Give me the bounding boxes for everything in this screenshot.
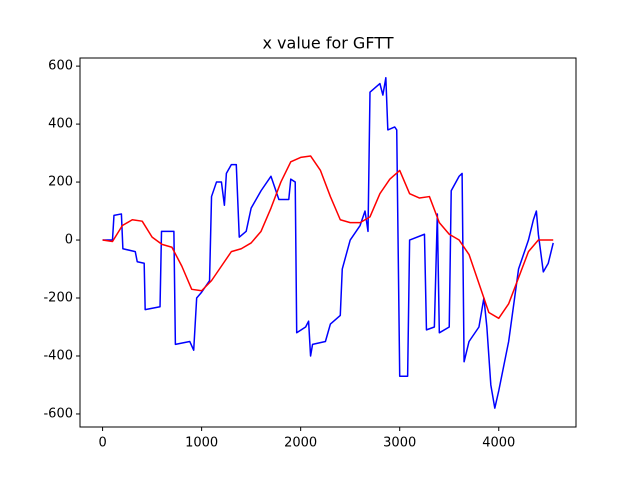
plot-area	[102, 76, 554, 409]
y-tick-label: -400	[43, 348, 73, 363]
y-tick-label: 200	[48, 175, 73, 190]
y-tick-label: 400	[48, 117, 73, 132]
axes-frame	[79, 57, 577, 428]
y-tick-label: 0	[65, 233, 73, 248]
series-line	[102, 155, 554, 320]
chart-title: x value for GFTT	[262, 34, 393, 53]
y-tick-label: 600	[48, 59, 73, 74]
y-tick-label: -600	[43, 406, 73, 421]
y-tick-label: -200	[43, 291, 73, 306]
x-tick-label: 2000	[284, 436, 317, 451]
x-tick-label: 1000	[185, 436, 218, 451]
x-tick-label: 0	[98, 436, 106, 451]
series-line	[102, 76, 554, 409]
x-tick-label: 3000	[383, 436, 416, 451]
x-tick-label: 4000	[482, 436, 515, 451]
